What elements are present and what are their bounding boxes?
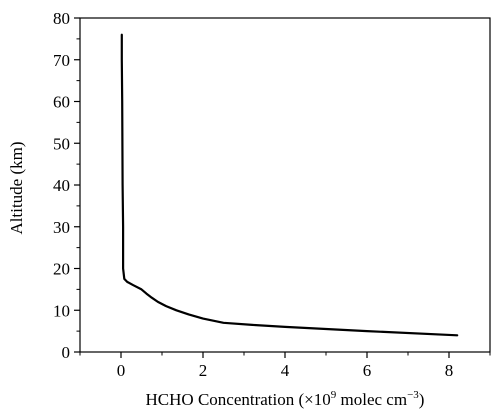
y-tick-label-20: 20 [53,260,70,279]
y-tick-label-50: 50 [53,134,70,153]
x-tick-label-0: 0 [117,361,126,380]
y-tick-label-80: 80 [53,9,70,28]
x-tick-label-8: 8 [445,361,454,380]
y-tick-label-70: 70 [53,51,70,70]
plot-frame [79,17,491,353]
plot-area [79,17,491,353]
y-tick-label-30: 30 [53,218,70,237]
x-tick-label-4: 4 [281,361,290,380]
y-tick-label-10: 10 [53,301,70,320]
y-tick-label-40: 40 [53,176,70,195]
y-axis-title: Altitude (km) [7,141,26,234]
x-tick-label-6: 6 [363,361,372,380]
x-tick-label-2: 2 [199,361,208,380]
x-axis-title: HCHO Concentration (×109 molec cm−3) [146,389,425,409]
axis-ticks [74,17,491,358]
y-tick-label-0: 0 [62,343,71,362]
y-tick-label-60: 60 [53,93,70,112]
series-line-0 [120,33,459,337]
